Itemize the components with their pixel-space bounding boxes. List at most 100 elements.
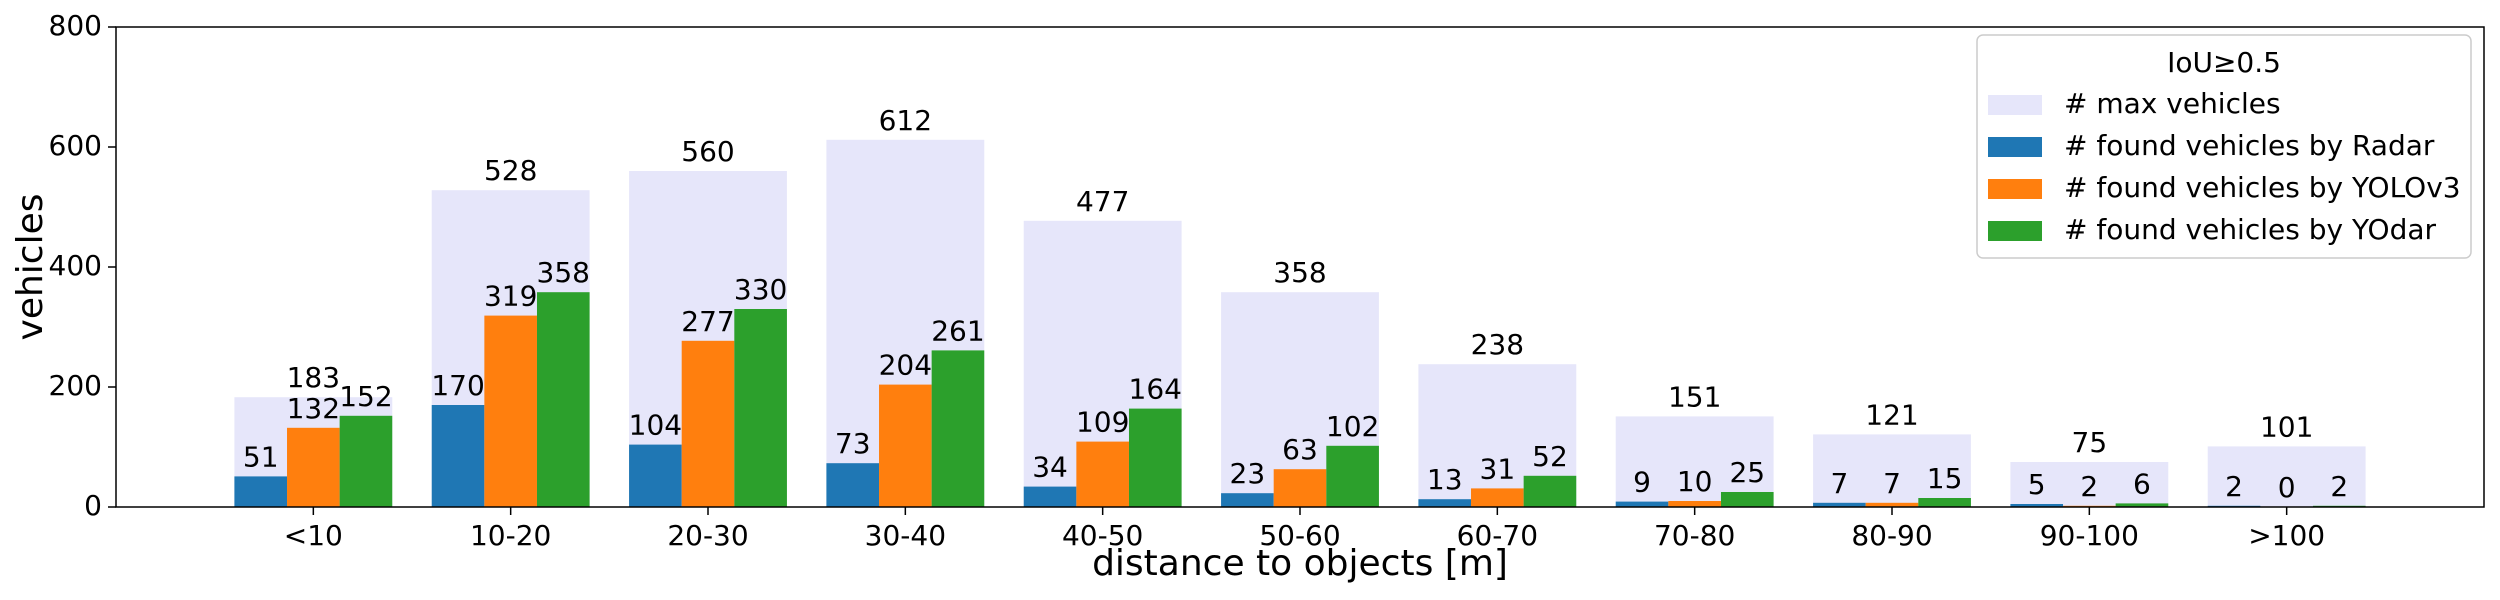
legend-swatch [1988, 137, 2042, 157]
value-label: 63 [1282, 433, 1318, 466]
legend-swatch [1988, 95, 2042, 115]
x-tick-label: 30-40 [865, 519, 946, 552]
value-label: 330 [734, 273, 787, 306]
value-label: 34 [1032, 451, 1068, 484]
value-label: 0 [2278, 471, 2296, 504]
value-label: 52 [1532, 440, 1568, 473]
bar [234, 476, 288, 507]
value-label: 358 [1273, 256, 1326, 289]
value-label: 477 [1076, 185, 1129, 218]
bar [1668, 501, 1721, 507]
x-tick-label: 90-100 [2040, 519, 2139, 552]
y-tick-label: 800 [49, 9, 102, 42]
value-label: 528 [484, 154, 537, 187]
bar [1273, 469, 1327, 507]
value-label: 23 [1230, 457, 1266, 490]
value-label: 25 [1729, 456, 1765, 489]
plot-frame [115, 26, 2485, 508]
value-label: 101 [2260, 410, 2313, 443]
value-label: 73 [835, 427, 871, 460]
legend-label: # max vehicles [2064, 87, 2281, 120]
value-label: 204 [879, 349, 932, 382]
bar [1813, 502, 1866, 507]
bar [879, 384, 932, 507]
value-label: 132 [287, 392, 340, 425]
bar [1076, 441, 1129, 507]
y-tick-label: 0 [84, 489, 102, 522]
x-tick-label: 20-30 [667, 519, 748, 552]
value-label: 164 [1129, 373, 1182, 406]
bar [2010, 504, 2064, 507]
legend-swatch [1988, 179, 2042, 199]
bar [1471, 488, 1524, 507]
bar [431, 405, 485, 507]
value-label: 51 [243, 440, 279, 473]
value-label: 151 [1668, 380, 1721, 413]
legend-box [1976, 34, 2472, 259]
bar [2115, 503, 2169, 507]
value-label: 170 [431, 369, 484, 402]
bar [1918, 498, 1971, 507]
bar [681, 340, 735, 507]
value-label: 6 [2133, 467, 2151, 500]
value-label: 261 [931, 314, 984, 347]
x-tick-label: 40-50 [1062, 519, 1143, 552]
bar [536, 292, 590, 507]
bar [2207, 446, 2366, 507]
bar [1523, 475, 1577, 507]
bar [1720, 492, 1774, 507]
value-label: 612 [879, 104, 932, 137]
bar [1128, 408, 1182, 507]
bar [2010, 462, 2169, 507]
legend-label: # found vehicles by YOLOv3 [2064, 171, 2461, 204]
value-label: 75 [2072, 426, 2108, 459]
value-label: 358 [537, 256, 590, 289]
value-label: 104 [629, 409, 682, 442]
value-label: 152 [339, 380, 392, 413]
value-label: 183 [287, 361, 340, 394]
x-tick-label: 50-60 [1259, 519, 1340, 552]
x-tick-label: 10-20 [470, 519, 551, 552]
bar [1615, 416, 1774, 507]
bar [826, 463, 880, 507]
x-tick-label: 80-90 [1851, 519, 1932, 552]
value-label: 13 [1427, 463, 1463, 496]
bar [1615, 501, 1669, 507]
bar [1418, 499, 1472, 507]
value-label: 31 [1480, 452, 1516, 485]
value-label: 121 [1865, 398, 1918, 431]
value-label: 560 [681, 135, 734, 168]
y-tick-label: 600 [49, 129, 102, 162]
value-label: 10 [1677, 465, 1713, 498]
bar [1221, 493, 1274, 507]
value-label: 7 [1830, 467, 1848, 500]
bar [629, 444, 682, 507]
bar [339, 415, 393, 507]
legend-swatch [1988, 221, 2042, 241]
legend-label: # found vehicles by Radar [2064, 129, 2435, 162]
bar [931, 350, 985, 507]
value-label: 238 [1471, 328, 1524, 361]
value-label: 2 [2080, 470, 2098, 503]
y-tick-label: 400 [49, 249, 102, 282]
bar [734, 309, 787, 507]
bar [1326, 445, 1379, 507]
value-label: 102 [1326, 410, 1379, 443]
value-label: 2 [2225, 470, 2243, 503]
bar [287, 427, 340, 507]
value-label: 109 [1076, 406, 1129, 439]
value-label: 15 [1927, 462, 1963, 495]
bar [1023, 486, 1077, 507]
value-label: 5 [2028, 468, 2046, 501]
x-tick-label: 70-80 [1654, 519, 1735, 552]
value-label: 9 [1633, 466, 1651, 499]
x-tick-label: <10 [284, 519, 343, 552]
x-axis-label: distance to objects [m] [1092, 543, 1508, 584]
value-label: 319 [484, 280, 537, 313]
bar [1865, 502, 1919, 507]
x-tick-label: 60-70 [1457, 519, 1538, 552]
y-tick-label: 200 [49, 369, 102, 402]
value-label: 7 [1883, 467, 1901, 500]
value-label: 2 [2330, 470, 2348, 503]
